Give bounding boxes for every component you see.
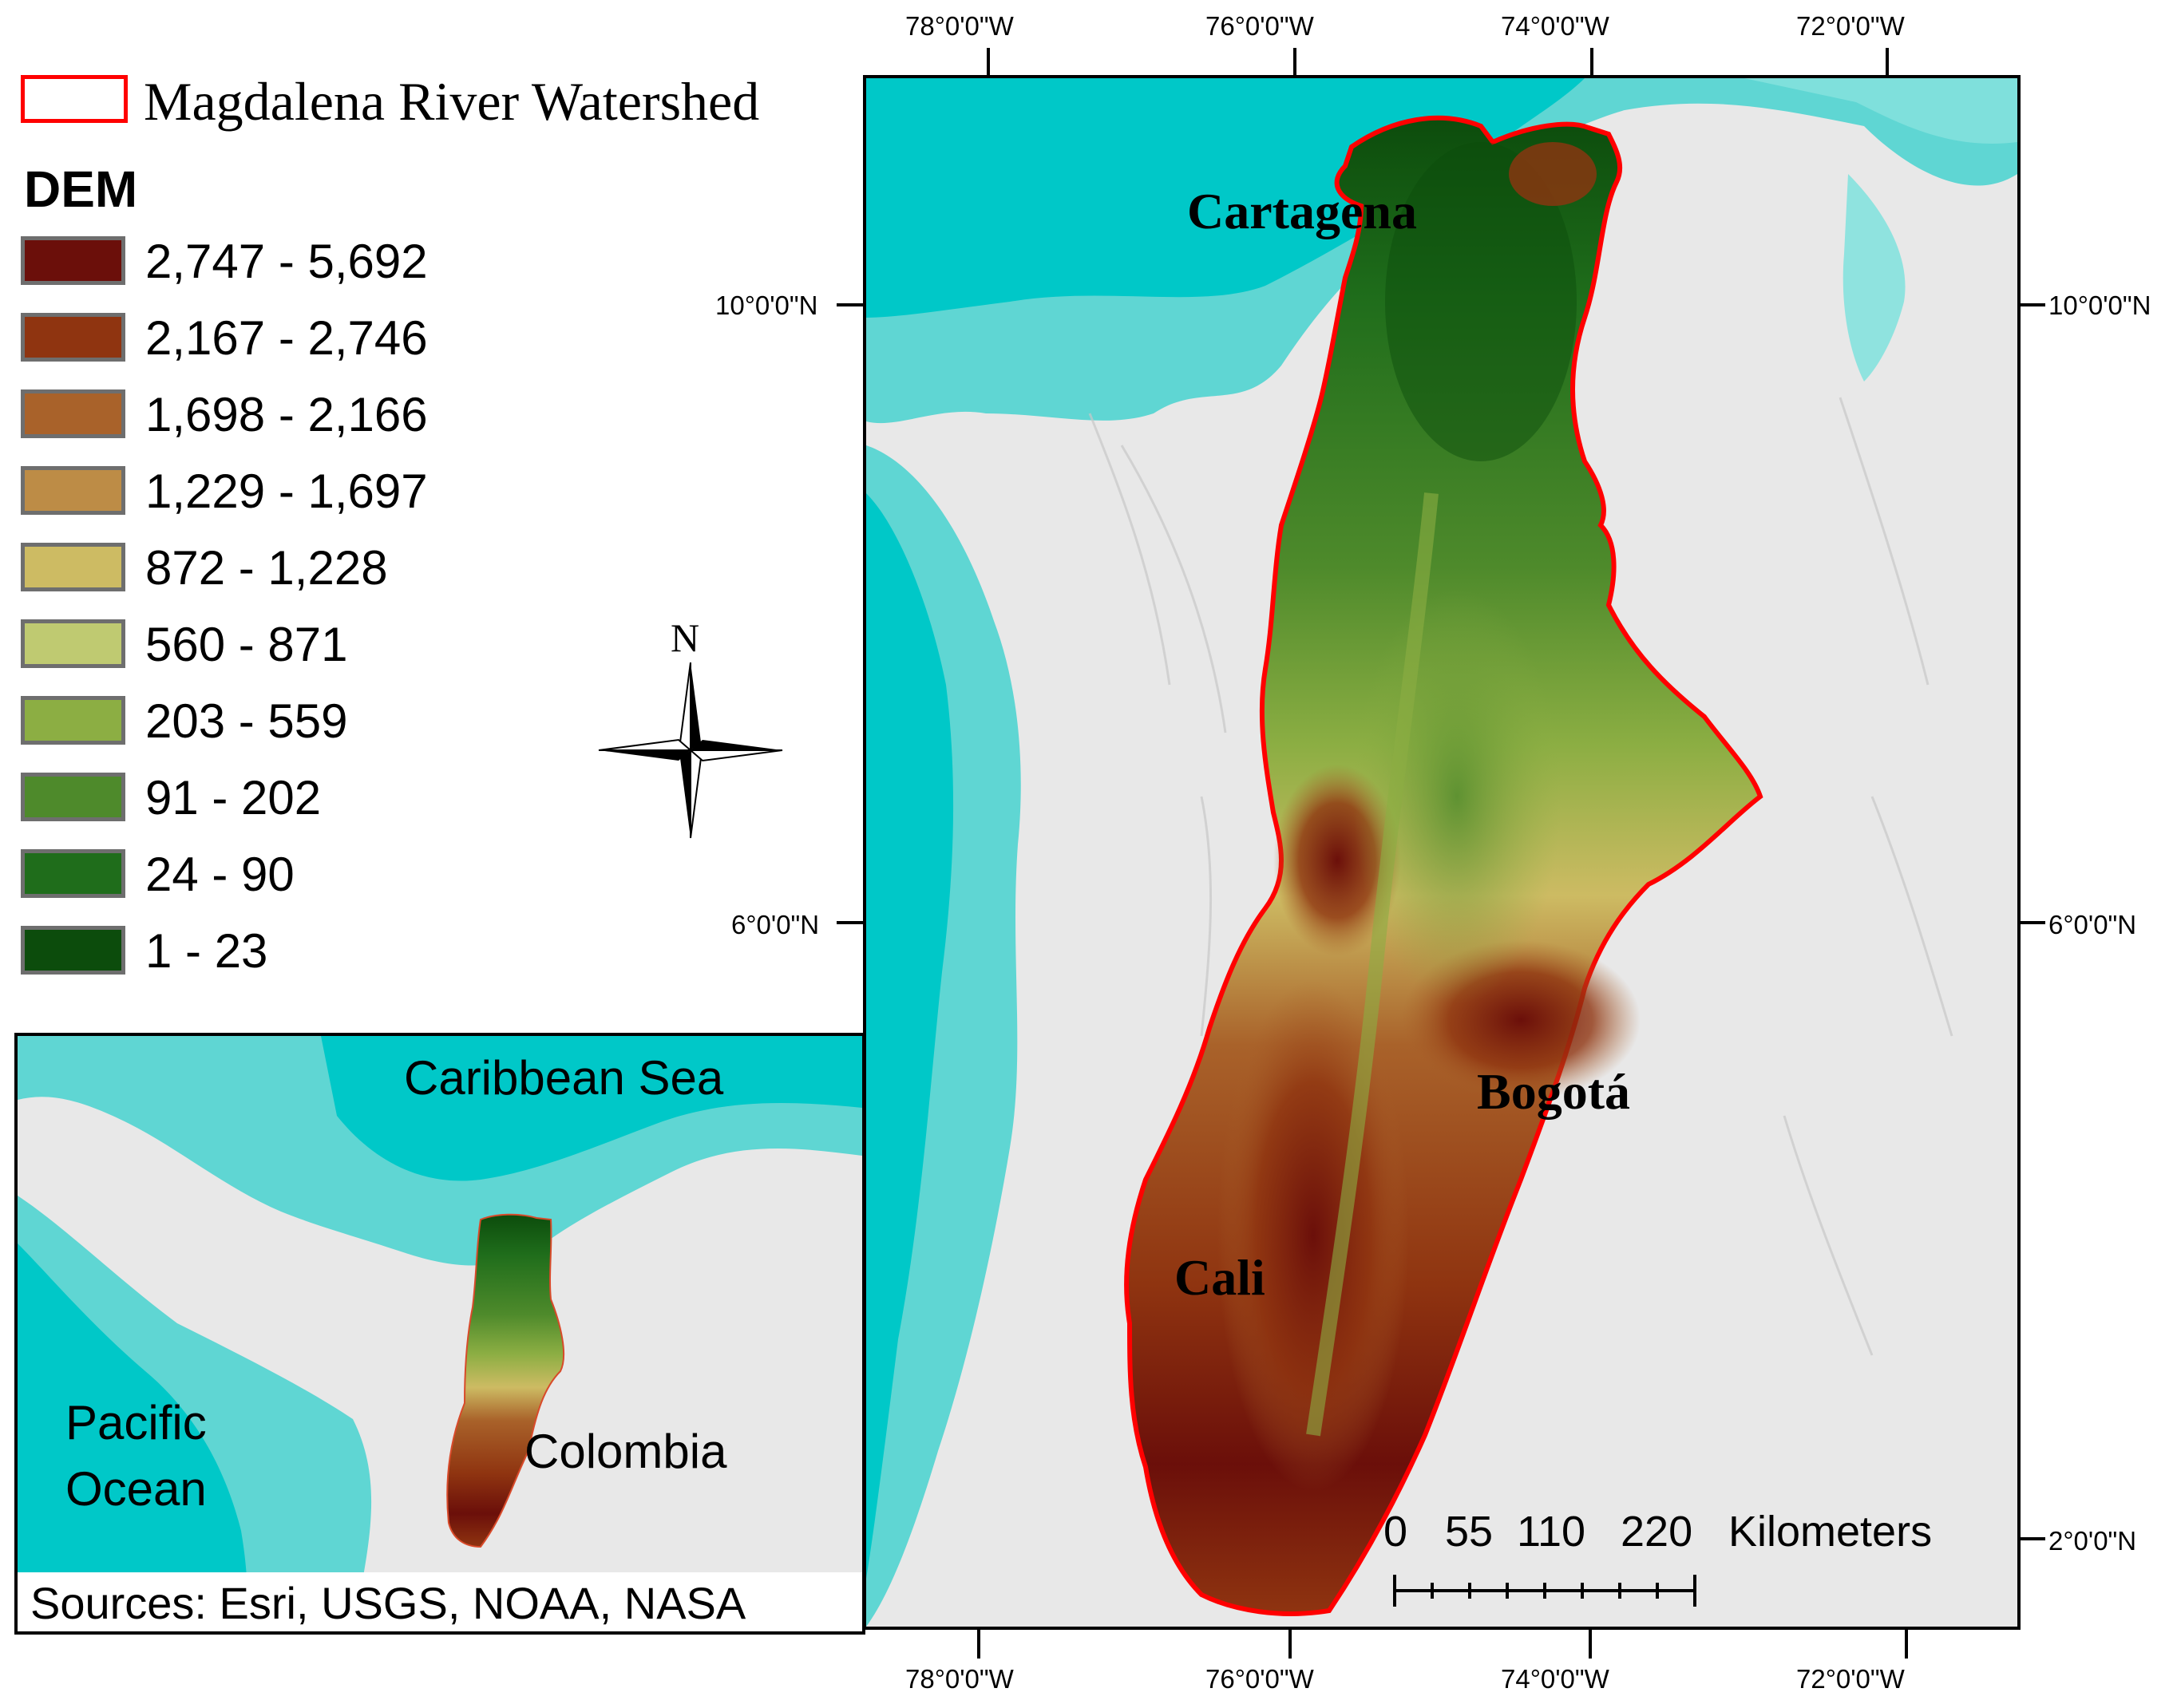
right-latitude-label: 2°0'0"N (2048, 1526, 2137, 1556)
dem-class-swatch (21, 773, 125, 821)
scale-label: 220 (1621, 1508, 1693, 1556)
bottom-longitude-label: 74°0'0"W (1501, 1664, 1609, 1694)
scale-label: 55 (1445, 1508, 1494, 1556)
caribbean-sea-label: Caribbean Sea (404, 1051, 724, 1105)
scale-bar-ruler (1393, 1575, 1696, 1607)
dem-class-label: 1,229 - 1,697 (145, 465, 428, 518)
dem-class-label: 24 - 90 (145, 848, 295, 901)
dem-class-label: 1 - 23 (145, 924, 268, 978)
dem-class-label: 2,167 - 2,746 (145, 311, 428, 365)
inset-map[interactable]: Caribbean Sea Pacific Ocean Colombia Sou… (14, 1033, 865, 1635)
main-map[interactable]: Cartagena Bogotá Cali 0 55 110 220 Kilom… (863, 75, 2021, 1630)
scale-label: 110 (1517, 1508, 1586, 1556)
bottom-longitude-label: 72°0'0"W (1796, 1664, 1905, 1694)
dem-class-swatch (21, 389, 125, 438)
left-latitude-label: 6°0'0"N (731, 910, 820, 939)
inset-map-canvas (18, 1036, 862, 1631)
pacific-ocean-label-line1: Pacific (65, 1396, 207, 1449)
dem-class-label: 1,698 - 2,166 (145, 388, 428, 441)
dem-class-label: 2,747 - 5,692 (145, 235, 428, 288)
dem-class-swatch (21, 926, 125, 975)
scale-label: 0 (1383, 1508, 1408, 1556)
top-longitude-label: 78°0'0"W (905, 11, 1014, 41)
north-arrow: N (591, 615, 790, 854)
dem-class-swatch (21, 849, 125, 898)
top-longitude-label: 76°0'0"W (1205, 11, 1314, 41)
legend: Magdalena River Watershed DEM 2,747 - 5,… (0, 0, 854, 1006)
dem-class-swatch (21, 466, 125, 515)
dem-class-swatch (21, 313, 125, 362)
city-label-cali: Cali (1174, 1249, 1265, 1306)
dem-class-swatch (21, 696, 125, 745)
dem-class-label: 91 - 202 (145, 771, 322, 824)
north-arrow-icon (598, 662, 783, 839)
top-longitude-label: 74°0'0"W (1501, 11, 1609, 41)
city-label-cartagena: Cartagena (1187, 183, 1417, 239)
north-label: N (671, 615, 700, 660)
dem-class-label: 203 - 559 (145, 694, 348, 748)
watershed-outline-swatch (21, 75, 128, 123)
left-latitude-label: 10°0'0"N (715, 291, 818, 320)
sources-bar (18, 1572, 862, 1631)
scale-units: Kilometers (1728, 1508, 1933, 1556)
scale-bar: 0 55 110 220 Kilometers (1377, 1507, 2016, 1619)
watershed-legend-label: Magdalena River Watershed (144, 71, 760, 132)
bottom-longitude-label: 76°0'0"W (1205, 1664, 1314, 1694)
dem-class-label: 872 - 1,228 (145, 541, 388, 595)
city-label-bogota: Bogotá (1477, 1063, 1630, 1120)
dem-class-swatch (21, 236, 125, 285)
sources-text: Sources: Esri, USGS, NOAA, NASA (30, 1578, 746, 1628)
dem-title: DEM (24, 160, 138, 218)
right-latitude-label: 10°0'0"N (2048, 291, 2151, 320)
top-longitude-label: 72°0'0"W (1796, 11, 1905, 41)
bottom-longitude-label: 78°0'0"W (905, 1664, 1014, 1694)
colombia-label: Colombia (524, 1425, 727, 1478)
pacific-ocean-label-line2: Ocean (65, 1462, 207, 1516)
main-map-canvas (866, 78, 2017, 1627)
dem-class-swatch (21, 619, 125, 668)
dem-class-swatch (21, 543, 125, 591)
dem-class-label: 560 - 871 (145, 618, 348, 671)
right-latitude-label: 6°0'0"N (2048, 910, 2137, 939)
